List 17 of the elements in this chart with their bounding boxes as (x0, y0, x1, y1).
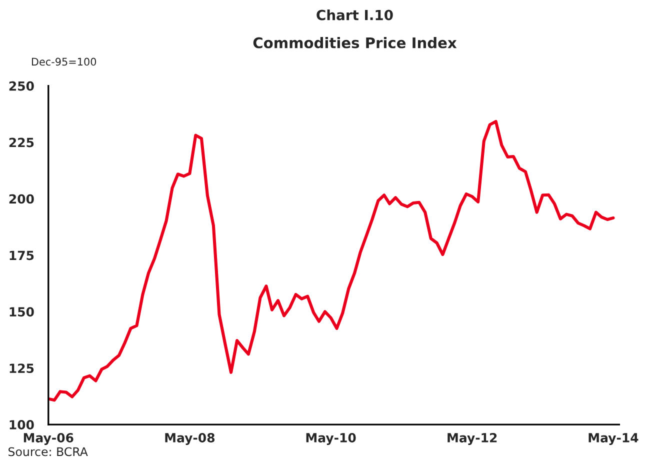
y-axis-title: Dec-95=100 (32, 58, 96, 66)
x-tick-label: May-06 (24, 433, 74, 445)
y-tick-label: 200 (9, 194, 34, 204)
y-tick-label: 125 (10, 364, 34, 374)
chart-title: Chart I.10 (316, 10, 393, 20)
y-tick-label: 150 (10, 307, 34, 317)
y-tick-label: 175 (10, 250, 34, 260)
y-tick-label: 100 (10, 420, 34, 430)
line-series (48, 120, 615, 402)
source-note: Source: BCRA (8, 447, 88, 456)
y-tick-label: 250 (9, 81, 34, 91)
x-tick-label: May-08 (165, 433, 215, 445)
x-tick-label: May-10 (306, 433, 356, 445)
y-tick-label: 225 (9, 138, 34, 148)
chart-subtitle: Commodities Price Index (253, 37, 457, 48)
x-tick-label: May-14 (588, 433, 638, 445)
x-tick-label: May-12 (448, 433, 497, 445)
